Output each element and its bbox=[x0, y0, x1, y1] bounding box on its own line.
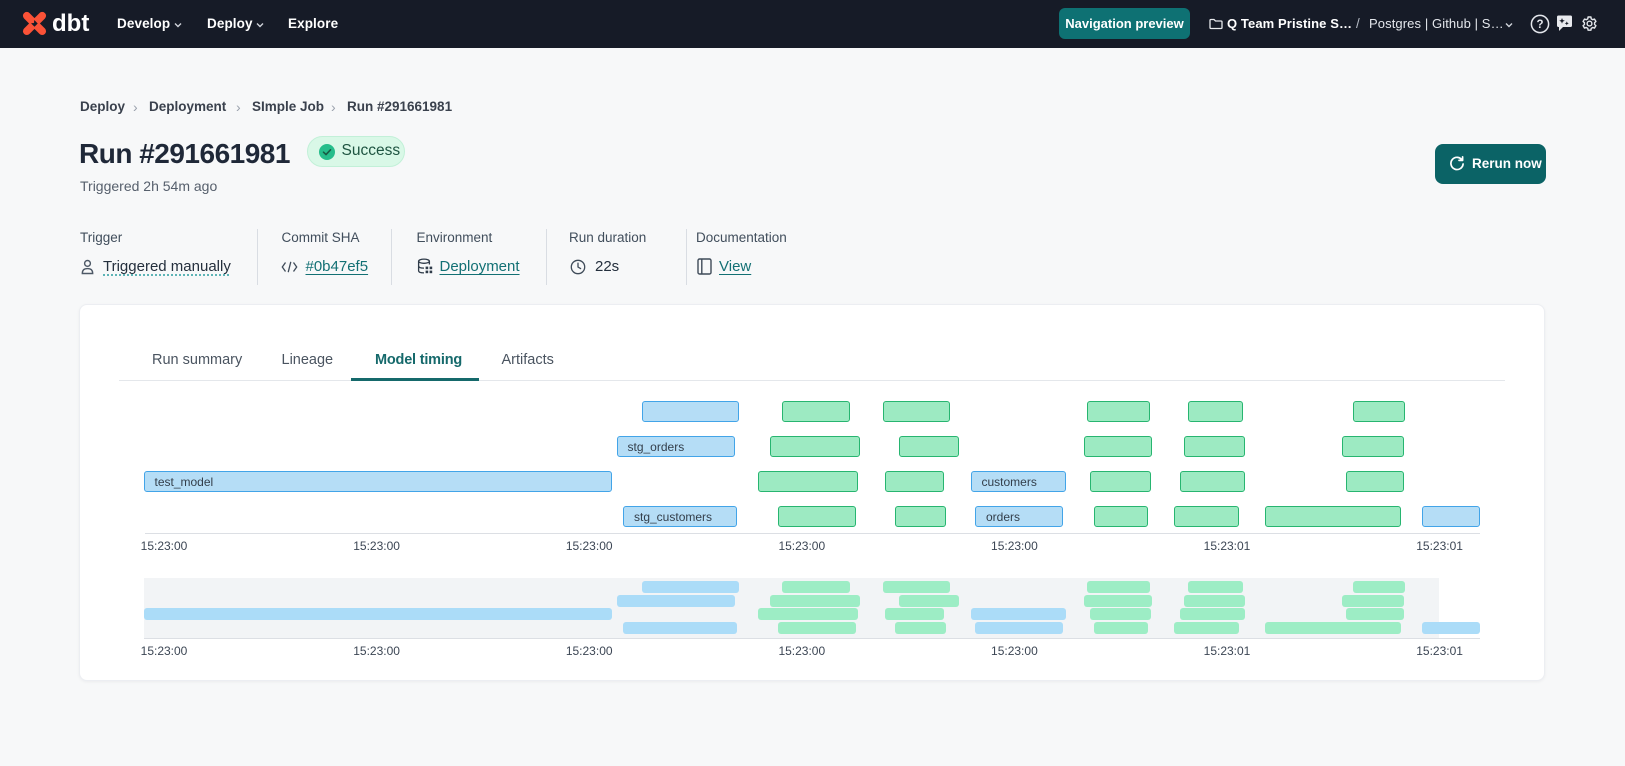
svg-text:?: ? bbox=[1536, 19, 1543, 31]
